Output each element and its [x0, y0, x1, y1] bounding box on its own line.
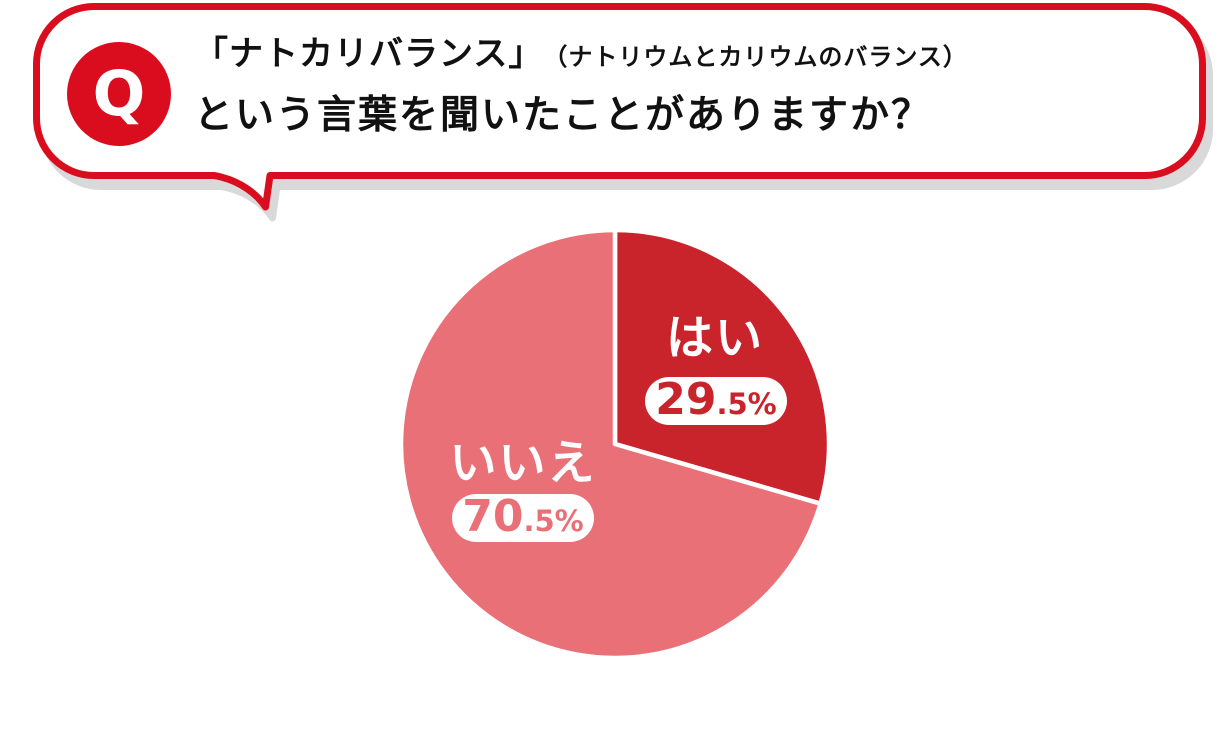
question-line1-sub: （ナトリウムとカリウムのバランス）	[543, 43, 968, 71]
question-line1: 「ナトカリバランス」 （ナトリウムとカリウムのバランス）	[194, 26, 968, 75]
pie-slice-no	[398, 227, 823, 661]
pie-chart	[397, 226, 833, 662]
pie-chart-svg	[398, 227, 832, 661]
pie-value-no-int: 70	[462, 491, 524, 542]
pie-label-yes: はい	[666, 311, 764, 366]
pie-value-yes-frac: .5%	[716, 387, 777, 421]
question-text-block: 「ナトカリバランス」 （ナトリウムとカリウムのバランス） という言葉を聞いたこと…	[194, 26, 968, 140]
question-badge-letter: Q	[92, 57, 146, 130]
pie-value-pill-yes: 29.5%	[645, 377, 787, 425]
pie-value-yes-int: 29	[655, 374, 717, 425]
question-speech-bubble	[33, 3, 1206, 211]
pie-slice-yes	[612, 227, 832, 506]
pie-value-no-frac: .5%	[523, 504, 584, 538]
speech-bubble-outline	[33, 3, 1206, 211]
question-line2: という言葉を聞いたことがありますか？	[194, 93, 933, 138]
pie-value-pill-no: 70.5%	[452, 494, 594, 542]
question-line1-main: 「ナトカリバランス」	[194, 34, 544, 74]
question-badge: Q	[67, 42, 171, 146]
pie-label-no: いいえ	[449, 436, 597, 491]
